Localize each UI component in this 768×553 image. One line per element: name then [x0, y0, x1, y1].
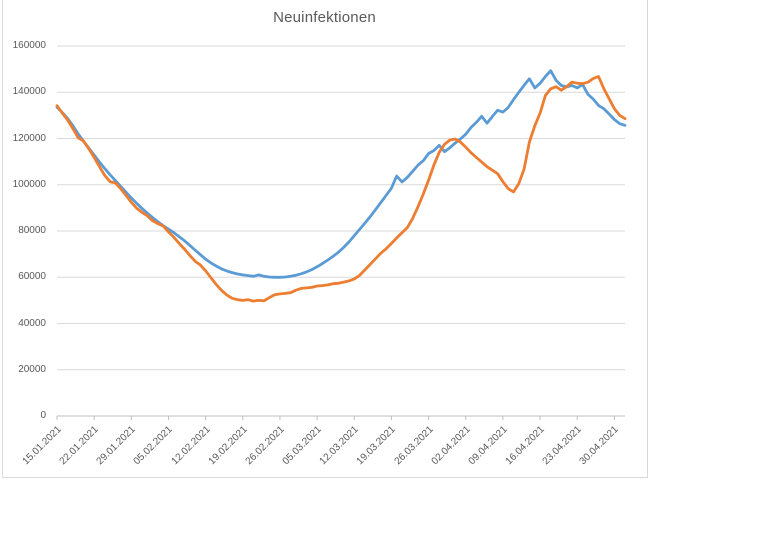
- y-axis-label: 160000: [12, 40, 46, 51]
- series-line-orange: [55, 75, 627, 303]
- y-axis-label: 20000: [18, 363, 46, 375]
- y-axis-label: 100000: [12, 178, 46, 190]
- y-axis-label: 140000: [12, 86, 46, 98]
- chart-title: Neuinfektionen: [273, 9, 376, 26]
- y-axis-label: 0: [40, 410, 46, 421]
- y-axis-label: 40000: [18, 317, 46, 329]
- y-axis-label: 60000: [18, 271, 46, 283]
- chart-area: [2, 0, 648, 478]
- y-axis-label: 120000: [12, 132, 46, 144]
- series-line-blue: [55, 69, 627, 279]
- y-axis-label: 80000: [18, 225, 46, 236]
